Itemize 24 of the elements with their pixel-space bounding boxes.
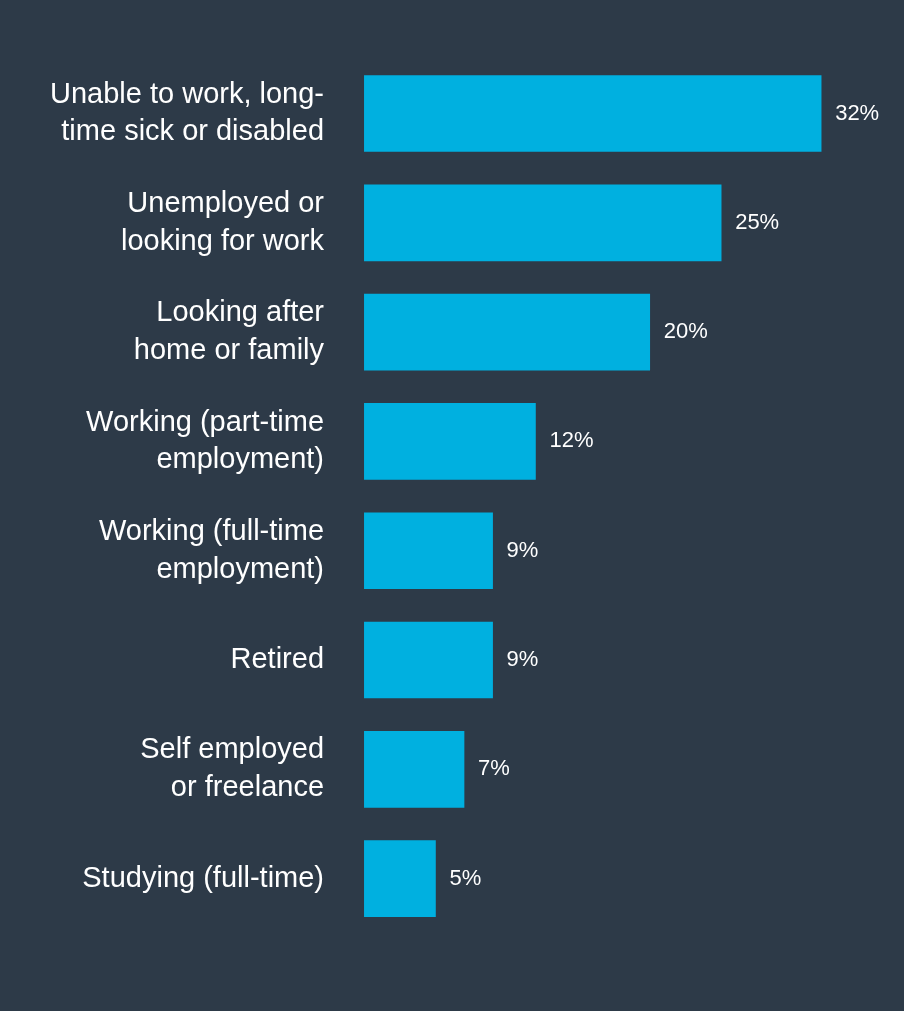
data-label: 9%	[506, 536, 539, 562]
data-label: 20%	[663, 318, 708, 344]
data-label: 7%	[478, 755, 510, 781]
y-tick-label: Studying (full-time)	[82, 860, 325, 893]
y-tick-label: Self employed or freelance	[140, 732, 325, 803]
data-label: 32%	[835, 99, 880, 125]
y-tick-label: Unable to work, long- time sick or disabled	[50, 76, 325, 147]
data-label: 5%	[449, 864, 482, 890]
bar	[364, 731, 465, 808]
data-label: 25%	[735, 208, 780, 234]
bar	[364, 293, 651, 371]
bar	[364, 403, 536, 480]
y-tick-label: Working (full-time employment)	[98, 513, 325, 584]
bar	[364, 840, 436, 917]
bar	[364, 184, 722, 262]
y-tick-label: Retired	[230, 642, 325, 675]
bar	[364, 512, 493, 590]
y-tick-label: Looking after home or family	[133, 295, 325, 365]
data-label: 12%	[549, 427, 594, 453]
bar	[364, 75, 822, 152]
data-label: 9%	[506, 646, 539, 672]
y-tick-label: Working (part-time employment)	[86, 404, 325, 475]
y-tick-label: Unemployed or looking for work	[120, 185, 325, 256]
bar	[364, 621, 493, 699]
